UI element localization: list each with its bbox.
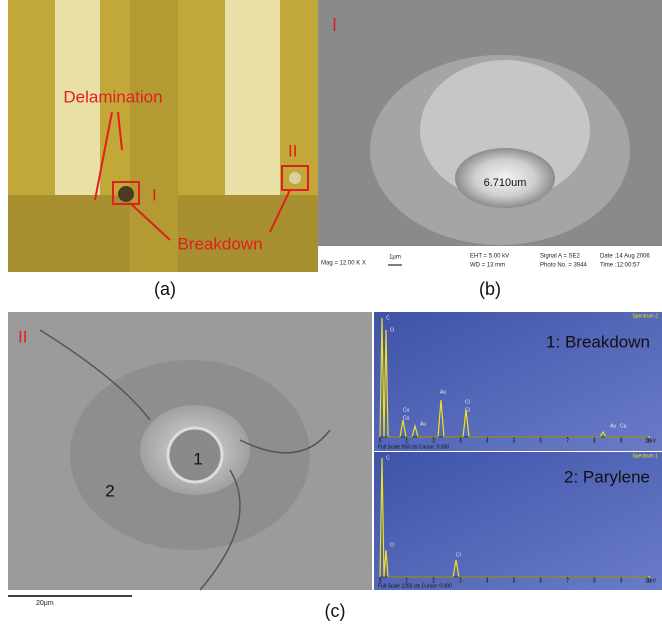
tick-label: 6	[539, 578, 542, 584]
peak-label: Cu	[403, 415, 410, 421]
tick-label: 3	[459, 438, 462, 444]
axis-unit: keV	[647, 578, 656, 584]
peak-label: Cu	[620, 423, 627, 429]
caption: (c)	[325, 601, 346, 621]
info: 1μm	[389, 255, 401, 261]
peak-label: Cu	[403, 407, 410, 413]
tick-label: 1	[405, 578, 408, 584]
tick-label: 7	[566, 438, 569, 444]
peak-label: O	[390, 542, 394, 548]
spectrum-name: Spectrum 2	[632, 313, 658, 319]
spectrum-footer: Full Scale 593 cts Cursor: 0.000	[378, 444, 449, 450]
peak-label: Cl	[456, 552, 461, 558]
tick-label: 0	[379, 578, 382, 584]
defect	[118, 186, 134, 202]
peak-label: Au	[610, 423, 616, 429]
info: Time :12:00:57	[600, 263, 640, 269]
tick-label: 8	[593, 438, 596, 444]
site-label: II	[18, 327, 27, 346]
tick-label: 2	[432, 578, 435, 584]
peak-label: Au	[440, 389, 446, 395]
spectrum-title: 1: Breakdown	[546, 332, 650, 351]
annotation: Breakdown	[177, 234, 262, 253]
tick-label: 1	[405, 438, 408, 444]
peak-label: Au	[420, 421, 426, 427]
info: Date :14 Aug 2006	[600, 254, 650, 260]
axis-unit: keV	[647, 438, 656, 444]
spectrum-name: Spectrum 1	[632, 453, 658, 459]
defect	[289, 172, 301, 184]
tick-label: 6	[539, 438, 542, 444]
panel-a: Delamination Breakdown I II (a)	[8, 0, 318, 299]
info: WD = 13 mm	[470, 263, 505, 269]
panel-b: I 6.710um Mag = 12.00 K X 1μm EHT = 5.00…	[318, 0, 662, 299]
tick-label: 4	[486, 578, 489, 584]
annotation: I	[152, 185, 157, 204]
tick-label: 3	[459, 578, 462, 584]
scale-label: 20μm	[36, 600, 54, 607]
peak-label: Cl	[465, 407, 470, 413]
info: EHT = 5.00 kV	[470, 254, 509, 260]
electrode	[225, 0, 280, 195]
annotation: II	[288, 141, 297, 160]
annotation: Delamination	[63, 87, 162, 106]
peak-label: O	[390, 327, 394, 333]
electrode	[130, 0, 178, 272]
peak-label: C	[386, 455, 390, 461]
spectrum-footer: Full Scale 1263 cts Cursor: 0.000	[378, 583, 452, 589]
tick-label: 5	[513, 438, 516, 444]
panel-c: II 1 2 20μm 1: Breakdown 2: Parylene Spe…	[8, 312, 662, 621]
spectrum-title: 2: Parylene	[564, 467, 650, 486]
tick-label: 8	[593, 578, 596, 584]
info: Mag = 12.00 K X	[321, 261, 366, 267]
site-label: I	[332, 15, 337, 35]
tick-label: 0	[379, 438, 382, 444]
tick-label: 5	[513, 578, 516, 584]
tick-label: 2	[432, 438, 435, 444]
tick-label: 4	[486, 438, 489, 444]
tick-label: 7	[566, 578, 569, 584]
point-label: 1	[193, 449, 202, 468]
point-label: 2	[105, 481, 114, 500]
figure: Delamination Breakdown I II (a) I 6.710u…	[0, 0, 662, 624]
info: Photo No. = 3944	[540, 263, 588, 269]
caption: (a)	[154, 279, 176, 299]
peak-label: Cl	[465, 399, 470, 405]
measurement: 6.710um	[484, 177, 527, 189]
tick-label: 9	[620, 438, 623, 444]
info: Signal A = SE2	[540, 254, 581, 260]
peak-label: C	[386, 315, 390, 321]
caption: (b)	[479, 279, 501, 299]
tick-label: 9	[620, 578, 623, 584]
